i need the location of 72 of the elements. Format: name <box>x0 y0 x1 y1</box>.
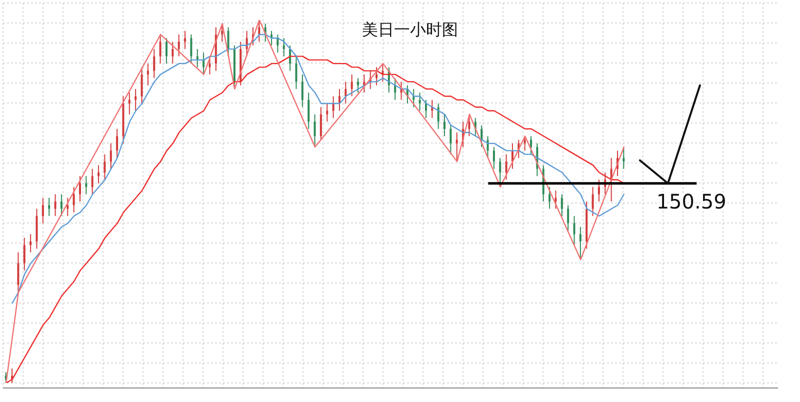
candlestick <box>134 88 137 112</box>
candlestick <box>424 99 427 119</box>
candlestick <box>314 114 316 148</box>
candlestick <box>530 136 532 155</box>
candlestick <box>78 176 81 202</box>
candlestick <box>116 128 118 158</box>
candlestick <box>202 52 205 75</box>
candlestick <box>499 157 502 188</box>
candlestick <box>153 48 156 79</box>
candlestick <box>350 74 353 97</box>
candlestick <box>376 66 378 86</box>
candlestick <box>276 34 279 54</box>
candlestick <box>23 237 26 271</box>
candlestick <box>357 78 360 94</box>
chart-title: 美日一小时图 <box>361 20 459 41</box>
candlestick <box>30 234 32 253</box>
candlestick <box>579 226 582 260</box>
text: 150.59 <box>656 189 726 214</box>
candlestick <box>140 66 143 104</box>
candlestick <box>85 176 88 195</box>
candlestick <box>480 124 483 148</box>
candlestick <box>560 194 563 217</box>
candlestick <box>524 136 526 152</box>
candlestick <box>320 106 322 140</box>
candlestick <box>567 204 570 232</box>
candlestick <box>505 154 508 180</box>
candlestick <box>444 114 446 137</box>
candlestick <box>190 34 192 64</box>
candlestick <box>48 197 50 217</box>
candlestick <box>42 197 44 224</box>
candlestick <box>554 190 557 210</box>
candlestick <box>394 78 396 100</box>
candlestick <box>282 38 285 57</box>
candlestick <box>492 146 495 170</box>
candlestick <box>60 194 62 217</box>
candlestick <box>418 92 421 112</box>
candlestick <box>258 20 260 42</box>
candlestick <box>431 99 434 119</box>
candlestick <box>622 146 625 170</box>
candlestick <box>338 88 340 112</box>
candlestick <box>295 56 298 90</box>
candlestick <box>98 164 100 184</box>
candlestick <box>159 34 162 64</box>
candlestick <box>332 96 334 119</box>
candlestick <box>548 186 551 210</box>
candlestick <box>227 26 230 57</box>
candlestick <box>598 179 600 202</box>
candlestick <box>363 74 366 94</box>
candlestick <box>146 63 149 86</box>
candlestick <box>104 154 106 180</box>
candlestick <box>344 81 347 104</box>
candlestick <box>456 132 458 162</box>
candlestick <box>412 88 415 108</box>
candlestick <box>178 34 180 57</box>
candlestick <box>110 142 112 170</box>
candlestick <box>17 252 20 293</box>
candlestick <box>326 102 328 122</box>
candlestick <box>54 194 56 217</box>
candlestick <box>128 92 130 115</box>
candlestick <box>246 30 248 57</box>
candlestick <box>172 41 174 64</box>
candlestick <box>66 197 69 217</box>
candlestick <box>573 216 576 246</box>
candlestick <box>91 168 94 195</box>
candlestick <box>184 30 186 50</box>
candlestick <box>437 102 440 130</box>
candlestick <box>165 38 168 64</box>
candlestick <box>72 186 75 213</box>
candlestick <box>450 124 452 155</box>
candlestick <box>308 92 310 130</box>
candlestick <box>592 186 594 217</box>
candlestick <box>301 74 304 108</box>
